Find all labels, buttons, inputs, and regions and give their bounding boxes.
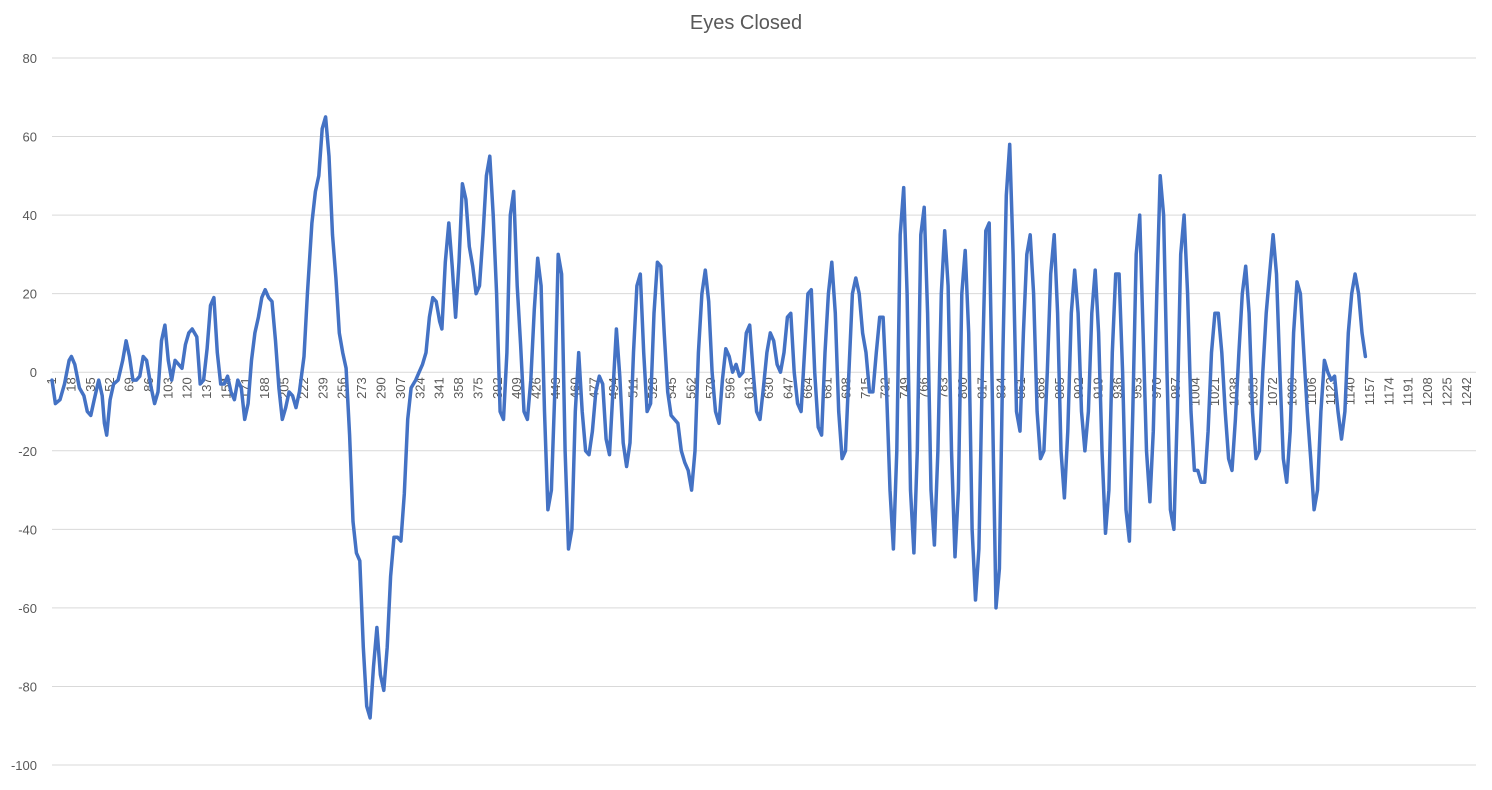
x-tick-label: 647 [781, 377, 796, 399]
x-tick-label: 409 [509, 377, 524, 399]
y-tick-label: -20 [18, 444, 37, 459]
x-tick-label: 290 [373, 377, 388, 399]
y-tick-label: 40 [23, 208, 37, 223]
x-axis-ticks: 1 18 35 52 69 86 103 120 137 154 171 188 205 222 239 25… [44, 377, 1474, 406]
x-tick-label: 392 [490, 377, 505, 399]
x-tick-label: 103 [160, 377, 175, 399]
x-tick-label: 562 [684, 377, 699, 399]
y-tick-label: 0 [30, 365, 37, 380]
x-tick-label: 375 [470, 377, 485, 399]
y-tick-label: -80 [18, 679, 37, 694]
x-tick-label: 1072 [1265, 377, 1280, 406]
x-tick-label: 1191 [1401, 377, 1416, 405]
x-tick-label: 1157 [1362, 377, 1377, 405]
x-tick-label: 800 [955, 377, 970, 399]
x-tick-label: 18 [63, 377, 78, 391]
y-tick-label: 80 [23, 51, 37, 66]
x-tick-label: 35 [83, 377, 98, 391]
x-tick-label: 1242 [1459, 377, 1474, 406]
series-line-0 [50, 115, 1368, 720]
y-tick-label: -100 [11, 758, 37, 773]
x-tick-label: 239 [315, 377, 330, 399]
x-tick-label: 987 [1168, 377, 1183, 399]
series-layer [50, 115, 1368, 720]
y-axis-ticks: 80 60 40 20 0 -20 -40 -60 -80 -100 [11, 51, 37, 773]
x-tick-label: 596 [722, 377, 737, 399]
x-tick-label: 1208 [1420, 377, 1435, 406]
x-tick-label: 188 [257, 377, 272, 399]
x-tick-label: 341 [432, 377, 447, 399]
chart-title: Eyes Closed [689, 12, 803, 34]
y-tick-label: -60 [18, 601, 37, 616]
x-tick-label: 358 [451, 377, 466, 399]
y-tick-label: -40 [18, 522, 37, 537]
y-tick-label: 20 [23, 287, 37, 302]
x-tick-label: 273 [354, 377, 369, 399]
x-tick-label: 1174 [1381, 377, 1396, 405]
x-tick-label: 307 [393, 377, 408, 399]
x-tick-label: 120 [180, 377, 195, 399]
x-tick-label: 919 [1091, 377, 1106, 399]
y-tick-label: 60 [23, 130, 37, 145]
x-tick-label: 1225 [1439, 377, 1454, 406]
